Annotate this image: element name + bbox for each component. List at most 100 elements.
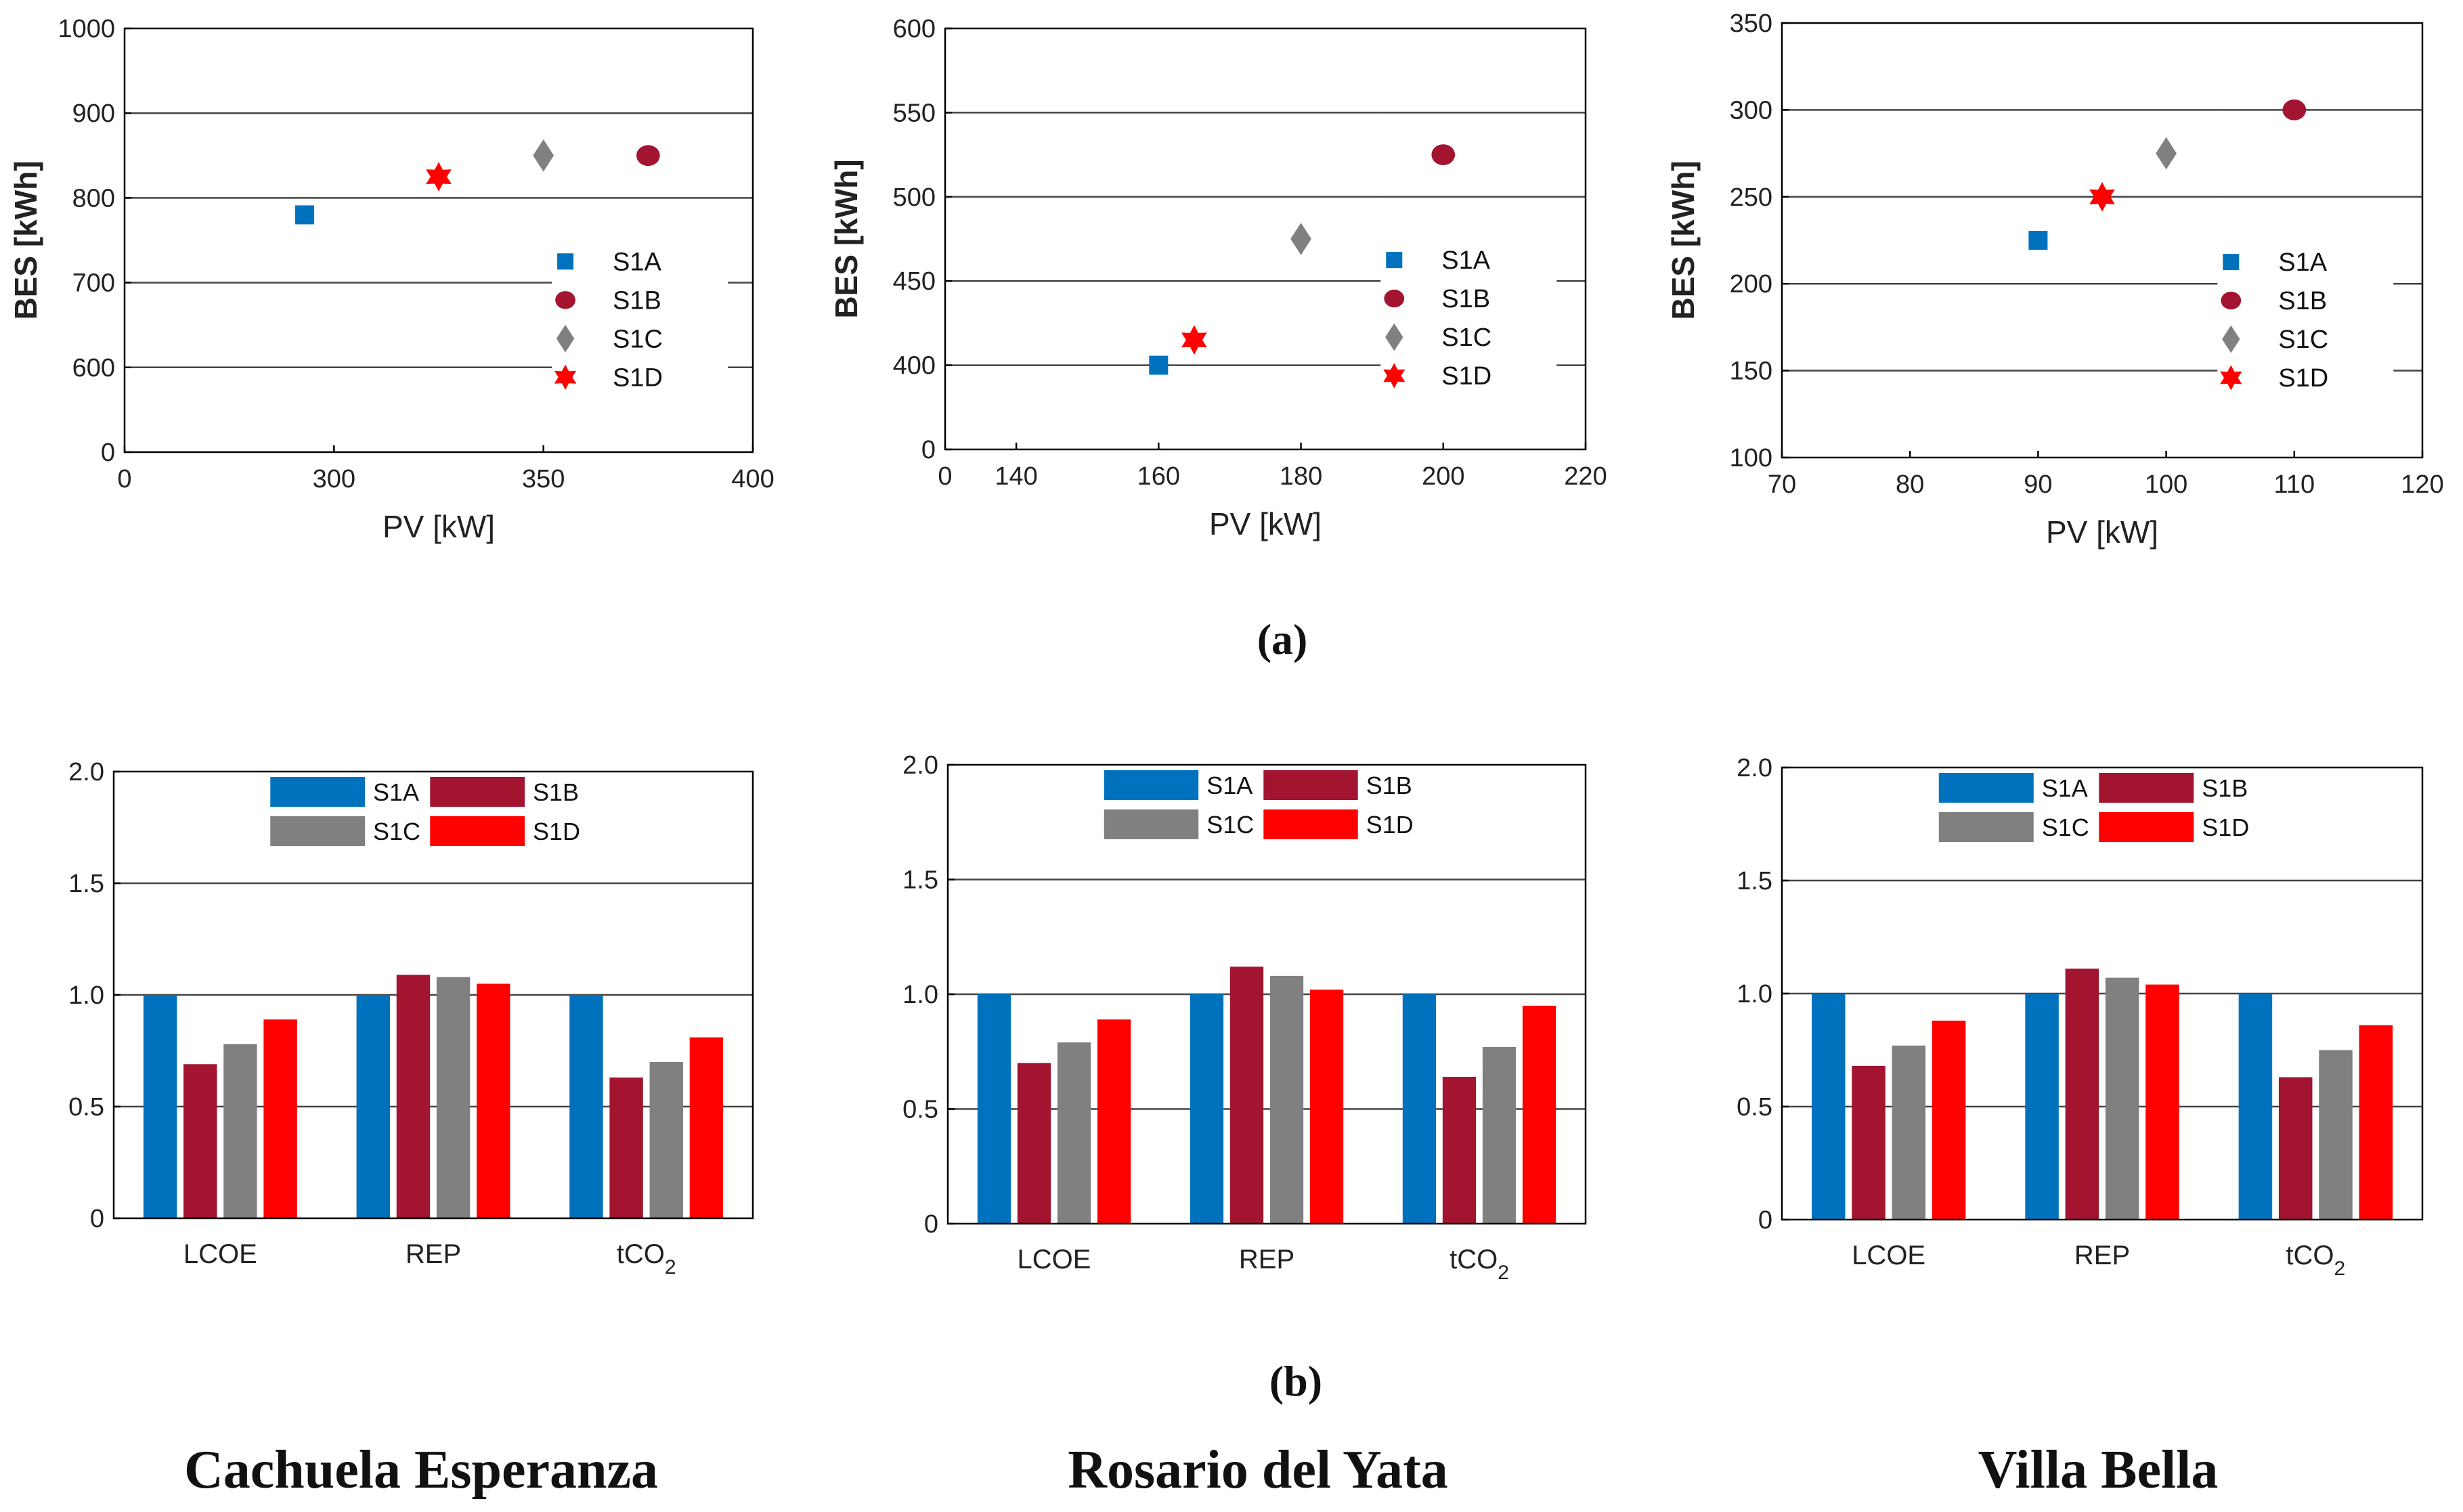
legend-label-s1a: S1A <box>1206 772 1252 799</box>
bar-s1d-tco2 <box>689 1037 724 1218</box>
x-tick-label: 90 <box>2024 470 2052 499</box>
legend-marker-s1d <box>554 364 577 390</box>
bar-s1d-lcoe <box>263 1019 297 1218</box>
legend-label-s1b: S1B <box>613 286 661 315</box>
legend-swatch-s1d <box>2099 812 2194 842</box>
y-tick-label: 1000 <box>58 15 115 43</box>
bar-s1a-lcoe <box>143 995 177 1218</box>
x-tick-label: 220 <box>1564 462 1607 491</box>
y-tick-label: 1.0 <box>68 981 104 1010</box>
bar-s1a-lcoe <box>1811 994 1846 1220</box>
legend-label-s1d: S1D <box>1441 362 1491 391</box>
y-tick-label: 0.5 <box>68 1093 104 1121</box>
x-tick-label: 200 <box>1422 462 1464 491</box>
bar-s1a-rep <box>356 995 390 1218</box>
point-s1c <box>1290 223 1311 255</box>
bar-s1c-lcoe <box>1057 1042 1091 1224</box>
y-axis-label: BES [kWh] <box>1665 160 1701 319</box>
plot-frame <box>123 27 754 453</box>
category-label-tco2: tCO2 <box>1450 1245 1509 1284</box>
plot-frame <box>1781 22 2424 459</box>
x-axis-label: PV [kW] <box>383 509 495 544</box>
y-tick-label: 0.5 <box>902 1096 938 1124</box>
y-tick-label: 400 <box>893 352 936 380</box>
legend-swatch-s1a <box>1938 773 2034 803</box>
x-tick-label: 100 <box>2145 470 2187 499</box>
site-name-cachuela-esperanza: Cachuela Esperanza <box>184 1440 658 1500</box>
legend-label-s1c: S1C <box>1206 811 1254 839</box>
scatter-chart-rosario-del-yata: 0 400 450 500 550 600 0 140 160 180 200 220 PV [kW] B… <box>829 15 1607 541</box>
category-label-tco2: tCO2 <box>2286 1241 2345 1280</box>
legend-marker-s1a <box>557 253 574 270</box>
legend-label-s1d: S1D <box>613 363 663 392</box>
y-tick-label: 2.0 <box>902 751 938 780</box>
bar-s1c-tco2 <box>1482 1046 1517 1224</box>
bar-s1d-tco2 <box>1522 1005 1556 1224</box>
legend-label-s1a: S1A <box>373 778 419 806</box>
bar-s1c-lcoe <box>1892 1045 1926 1220</box>
x-tick-label: 80 <box>1896 470 1924 499</box>
x-tick-label: 120 <box>2401 470 2443 499</box>
bar-s1c-tco2 <box>2319 1050 2353 1220</box>
legend-label-s1c: S1C <box>613 325 663 353</box>
bar-s1b-rep <box>396 975 431 1218</box>
category-label-subscript: 2 <box>1498 1262 1509 1284</box>
x-tick-label: 110 <box>2274 470 2315 499</box>
legend-label-s1a: S1A <box>613 248 661 276</box>
x-tick-label: 0 <box>117 465 131 493</box>
category-label-text: tCO <box>617 1239 665 1269</box>
legend-swatch-s1d <box>430 816 525 846</box>
bar-s1d-rep <box>1309 990 1344 1224</box>
y-tick-label: 800 <box>72 184 115 213</box>
bar-s1c-lcoe <box>223 1044 257 1218</box>
legend-label-s1d: S1D <box>533 818 580 845</box>
point-s1c <box>2156 137 2177 170</box>
site-name-villa-bella: Villa Bella <box>1978 1440 2219 1500</box>
point-s1d <box>2089 182 2115 212</box>
x-tick-label: 300 <box>313 465 355 493</box>
category-label-tco2: tCO2 <box>617 1239 676 1278</box>
legend-label-s1a: S1A <box>1441 246 1490 275</box>
bar-s1c-rep <box>1269 975 1304 1224</box>
y-tick-label: 450 <box>893 267 936 296</box>
bar-s1b-lcoe <box>1017 1063 1051 1224</box>
x-tick-label: 160 <box>1137 462 1180 491</box>
legend-marker-s1c <box>556 324 575 353</box>
y-tick-label: 350 <box>1730 9 1772 38</box>
bar-s1a-tco2 <box>569 995 603 1218</box>
category-label-rep: REP <box>2074 1241 2130 1270</box>
y-tick-label: 600 <box>72 354 115 382</box>
y-tick-label: 0.5 <box>1737 1093 1772 1121</box>
legend-marker-s1b <box>2221 291 2242 310</box>
y-tick-label: 1.0 <box>902 981 938 1009</box>
x-axis-label: PV [kW] <box>2046 514 2158 550</box>
category-label-lcoe: LCOE <box>1018 1245 1091 1274</box>
x-axis-label: PV [kW] <box>1209 506 1322 541</box>
point-s1d <box>1181 325 1207 355</box>
category-label-rep: REP <box>1239 1245 1294 1274</box>
caption-a: (a) <box>1257 615 1308 663</box>
y-tick-label: 0 <box>924 1210 938 1239</box>
category-label-lcoe: LCOE <box>1852 1241 1925 1270</box>
site-name-rosario-del-yata: Rosario del Yata <box>1068 1440 1447 1500</box>
bar-s1c-tco2 <box>649 1062 683 1218</box>
point-s1a <box>2028 231 2048 250</box>
y-axis-label: BES [kWh] <box>8 160 43 319</box>
y-tick-label: 1.0 <box>1737 980 1772 1008</box>
category-label-text: tCO <box>1450 1245 1498 1274</box>
legend-marker-s1d <box>2220 365 2242 391</box>
legend-swatch-s1a <box>270 777 365 807</box>
category-label-text: tCO <box>2286 1241 2334 1270</box>
y-tick-label: 200 <box>1730 270 1772 298</box>
plot-frame <box>944 27 1587 451</box>
legend-swatch-s1c <box>1938 812 2034 842</box>
legend-swatch-s1c <box>270 816 365 846</box>
point-s1c <box>533 139 554 172</box>
scatter-chart-cachuela-esperanza: 0 600 700 800 900 1000 0 300 350 400 PV [kW] BES [k… <box>8 15 775 544</box>
legend-swatch-s1a <box>1104 770 1199 800</box>
y-axis-label: BES [kWh] <box>829 159 864 318</box>
caption-b: (b) <box>1269 1357 1322 1405</box>
scatter-chart-villa-bella: 100 150 200 250 300 350 70 80 90 100 110 120 PV [kW]… <box>1665 9 2444 550</box>
